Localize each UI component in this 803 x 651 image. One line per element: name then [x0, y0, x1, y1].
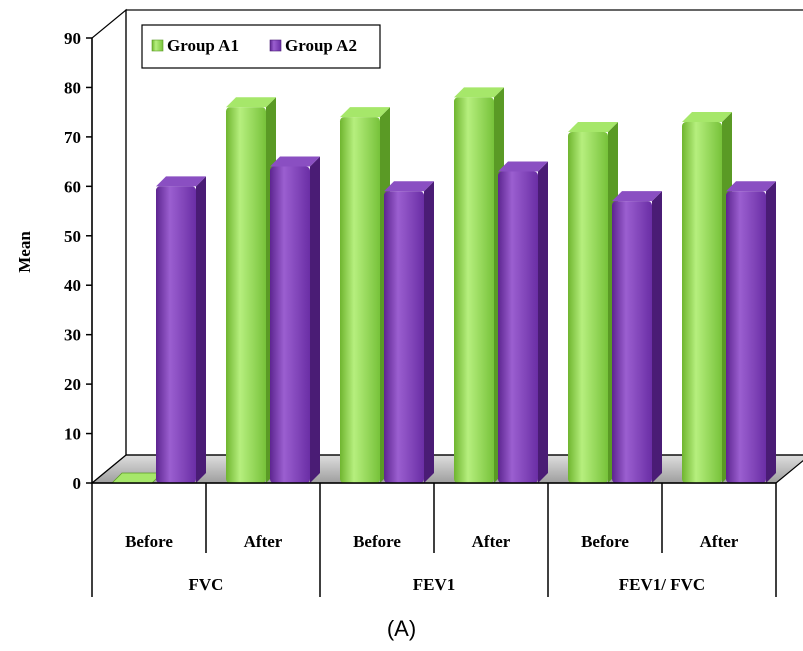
y-tick-label: 60: [64, 177, 81, 196]
bar: [612, 191, 662, 483]
legend-label: Group A1: [167, 36, 239, 55]
bar-top: [226, 97, 276, 108]
bar-top: [156, 176, 206, 187]
y-tick-label: 20: [64, 375, 81, 394]
bar: [568, 121, 618, 483]
x-group-label: FVC: [189, 575, 224, 594]
y-tick-label: 70: [64, 128, 81, 147]
bar-side: [310, 156, 320, 484]
legend-box: [141, 24, 381, 69]
y-tick-label: 0: [73, 474, 82, 493]
bar: [682, 112, 732, 484]
bar-front: [454, 97, 494, 483]
legend-swatch: [269, 39, 282, 52]
bars: [111, 87, 776, 484]
bar: [340, 107, 390, 483]
bar-top: [340, 107, 390, 118]
legend: Group A1 Group A2: [141, 24, 381, 69]
bar-side: [538, 161, 548, 483]
y-axis-label: Mean: [15, 231, 34, 273]
bar-side: [766, 181, 776, 483]
bar-side: [196, 176, 206, 484]
bar-side: [424, 181, 434, 483]
y-tick-label: 90: [64, 29, 81, 48]
bar-top: [270, 156, 320, 167]
chart-side-wall: [91, 8, 127, 485]
bar: [156, 176, 206, 484]
x-tick-label: After: [244, 532, 283, 551]
x-tick-label: After: [700, 532, 739, 551]
bar-top: [682, 112, 732, 123]
bar: [454, 87, 504, 483]
bar-front: [568, 131, 608, 483]
figure-caption: (A): [386, 616, 417, 641]
bar-top: [384, 181, 434, 192]
bar: [726, 181, 776, 483]
x-tick-label: Before: [353, 532, 401, 551]
bar-top: [726, 181, 776, 192]
y-tick-label: 30: [64, 326, 81, 345]
x-tick-label: Before: [581, 532, 629, 551]
bar-top: [568, 121, 618, 132]
x-axis: Before After Before After Before After FVC FEV1…: [91, 482, 777, 597]
bar: [226, 97, 276, 483]
bar: [384, 181, 434, 483]
bar-front: [682, 122, 722, 484]
bar-top: [612, 191, 662, 202]
x-tick-label: Before: [125, 532, 173, 551]
bar-front: [384, 191, 424, 483]
x-tick-label: After: [472, 532, 511, 551]
bar: [498, 161, 548, 483]
bar-front: [726, 191, 766, 483]
y-tick-label: 50: [64, 227, 81, 246]
bar-front: [270, 166, 310, 484]
x-group-label: FEV1/ FVC: [619, 575, 705, 594]
legend-label: Group A2: [285, 36, 357, 55]
bar-top: [454, 87, 504, 98]
bar-front: [612, 201, 652, 483]
y-tick-label: 40: [64, 276, 81, 295]
legend-swatch: [151, 39, 164, 52]
bar-front: [156, 186, 196, 484]
bar-side: [652, 191, 662, 483]
bar-front: [340, 117, 380, 483]
bar-top: [498, 161, 548, 172]
bar-front: [226, 107, 266, 483]
y-tick-label: 10: [64, 425, 81, 444]
x-group-label: FEV1: [413, 575, 456, 594]
bar: [270, 156, 320, 484]
y-tick-label: 80: [64, 78, 81, 97]
bar-front: [498, 171, 538, 483]
y-axis: 0 10 20 30 40 50 60 70 80 90: [64, 29, 93, 493]
